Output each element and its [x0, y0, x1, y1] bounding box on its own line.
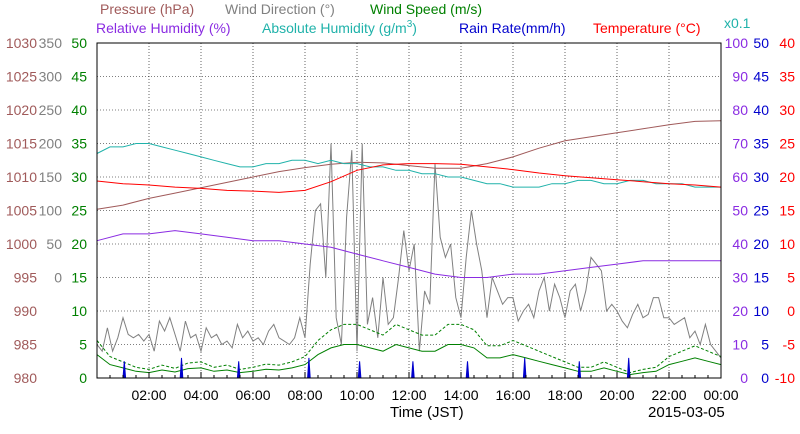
y-tick-rain-rate: 10 [753, 303, 769, 319]
y-tick-wind-direction: 0 [54, 270, 62, 286]
y-tick-rain-rate: 35 [753, 136, 769, 152]
y-tick-rain-rate: 45 [753, 69, 769, 85]
axis-ticks: 02:00 04:00 06:00 08:00 10:00 12:00 14:00 16:00… [6, 35, 795, 403]
x-tick-label: 16:00 [495, 387, 530, 403]
series-group [96, 120, 722, 379]
y-tick-wind-speed: 45 [71, 69, 87, 85]
series-wind-speed-dashed [96, 323, 722, 374]
x-tick-label: 20:00 [599, 387, 634, 403]
y-tick-temperature: 25 [779, 136, 795, 152]
x-tick-label: 10:00 [339, 387, 374, 403]
x-tick-label: 12:00 [391, 387, 426, 403]
y-tick-pressure: 990 [14, 303, 38, 319]
y-tick-wind-speed: 10 [71, 303, 87, 319]
y-tick-rain-rate: 30 [753, 169, 769, 185]
y-tick-temperature: 15 [779, 203, 795, 219]
y-tick-wind-speed: 25 [71, 203, 87, 219]
x-tick-label: 08:00 [287, 387, 322, 403]
y-tick-pressure: 1015 [6, 136, 37, 152]
y-tick-rain-rate: 0 [761, 370, 769, 386]
y-tick-relative-humidity: 40 [732, 236, 748, 252]
y-tick-wind-direction: 300 [39, 69, 63, 85]
x-tick-label: 14:00 [443, 387, 478, 403]
y-tick-pressure: 1000 [6, 236, 37, 252]
y-tick-pressure: 1020 [6, 102, 37, 118]
y-tick-relative-humidity: 60 [732, 169, 748, 185]
legend-pressure: Pressure (hPa) [100, 1, 194, 17]
y-tick-temperature: -10 [775, 370, 795, 386]
date-label: 2015-03-05 [648, 404, 725, 421]
y-tick-wind-speed: 50 [71, 35, 87, 51]
y-tick-relative-humidity: 20 [732, 303, 748, 319]
y-tick-rain-rate: 50 [753, 35, 769, 51]
y-tick-pressure: 980 [14, 370, 38, 386]
series-wind-direction [96, 143, 722, 359]
legend-wind-direction: Wind Direction (°) [225, 1, 335, 17]
y-tick-wind-direction: 250 [39, 102, 63, 118]
y-tick-wind-speed: 0 [79, 370, 87, 386]
y-tick-temperature: 20 [779, 169, 795, 185]
y-tick-pressure: 1010 [6, 169, 37, 185]
y-tick-relative-humidity: 30 [732, 270, 748, 286]
y-tick-pressure: 1005 [6, 203, 37, 219]
x-tick-label: 06:00 [235, 387, 270, 403]
x-tick-label: 04:00 [183, 387, 218, 403]
legend-wind-speed: Wind Speed (m/s) [370, 1, 482, 17]
y-tick-wind-speed: 30 [71, 169, 87, 185]
x-axis-label: Time (JST) [390, 404, 464, 421]
y-tick-temperature: 35 [779, 69, 795, 85]
y-tick-temperature: 10 [779, 236, 795, 252]
y-tick-relative-humidity: 0 [740, 370, 748, 386]
legend-rain-rate: Rain Rate(mm/h) [459, 20, 566, 36]
y-tick-pressure: 1030 [6, 35, 37, 51]
y-tick-pressure: 1025 [6, 69, 37, 85]
x-tick-label: 00:00 [703, 387, 738, 403]
y-tick-wind-direction: 50 [46, 236, 62, 252]
y-tick-relative-humidity: 100 [725, 35, 749, 51]
legend-absolute-humidity-sup: 3 [407, 19, 413, 30]
y-tick-pressure: 985 [14, 337, 38, 353]
y-tick-wind-speed: 20 [71, 236, 87, 252]
y-tick-rain-rate: 5 [761, 337, 769, 353]
legend-relative-humidity: Relative Humidity (%) [96, 20, 231, 36]
x-tick-label: 22:00 [651, 387, 686, 403]
series-absolute-humidity-g-m3 [96, 143, 721, 188]
y-tick-temperature: 40 [779, 35, 795, 51]
y-tick-wind-direction: 200 [39, 136, 63, 152]
y-tick-relative-humidity: 90 [732, 69, 748, 85]
legend-x01: x0.1 [724, 15, 751, 31]
y-tick-rain-rate: 25 [753, 203, 769, 219]
series-wind-speed-m-s [96, 343, 722, 376]
y-tick-wind-speed: 40 [71, 102, 87, 118]
y-tick-rain-rate: 20 [753, 236, 769, 252]
y-tick-temperature: 30 [779, 102, 795, 118]
series-relative-humidity [96, 230, 721, 278]
legend-absolute-humidity: Absolute Humidity (g/m3) [262, 19, 417, 36]
y-tick-wind-direction: 100 [39, 203, 63, 219]
y-tick-wind-speed: 5 [79, 337, 87, 353]
y-tick-relative-humidity: 80 [732, 102, 748, 118]
y-tick-wind-speed: 35 [71, 136, 87, 152]
y-tick-pressure: 995 [14, 270, 38, 286]
y-tick-temperature: 0 [787, 303, 795, 319]
y-tick-wind-speed: 15 [71, 270, 87, 286]
y-tick-temperature: 5 [787, 270, 795, 286]
y-tick-relative-humidity: 10 [732, 337, 748, 353]
legend-absolute-humidity-close: ) [412, 20, 417, 36]
legend-absolute-humidity-main: Absolute Humidity (g/m [262, 20, 407, 36]
legend-temperature: Temperature (°C) [593, 20, 701, 36]
x-tick-label: 02:00 [131, 387, 166, 403]
y-tick-wind-direction: 350 [39, 35, 63, 51]
y-tick-temperature: -5 [783, 337, 796, 353]
y-tick-rain-rate: 40 [753, 102, 769, 118]
y-tick-relative-humidity: 50 [732, 203, 748, 219]
y-tick-relative-humidity: 70 [732, 136, 748, 152]
y-tick-rain-rate: 15 [753, 270, 769, 286]
x-tick-label: 18:00 [547, 387, 582, 403]
series-pressure-hpa [96, 120, 722, 210]
series-temperature-c [96, 163, 722, 193]
y-tick-wind-direction: 150 [39, 169, 63, 185]
